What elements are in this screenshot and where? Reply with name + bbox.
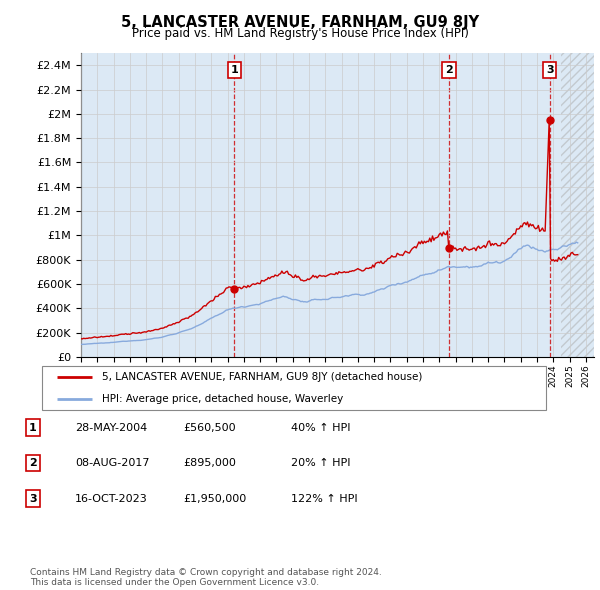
Text: 2: 2 [445,65,453,75]
Text: 5, LANCASTER AVENUE, FARNHAM, GU9 8JY: 5, LANCASTER AVENUE, FARNHAM, GU9 8JY [121,15,479,30]
Text: Contains HM Land Registry data © Crown copyright and database right 2024.
This d: Contains HM Land Registry data © Crown c… [30,568,382,587]
Text: Price paid vs. HM Land Registry's House Price Index (HPI): Price paid vs. HM Land Registry's House … [131,27,469,40]
Text: HPI: Average price, detached house, Waverley: HPI: Average price, detached house, Wave… [103,394,344,404]
Text: 40% ↑ HPI: 40% ↑ HPI [291,423,350,432]
Text: 28-MAY-2004: 28-MAY-2004 [75,423,147,432]
Text: £1,950,000: £1,950,000 [183,494,246,503]
Text: 16-OCT-2023: 16-OCT-2023 [75,494,148,503]
Text: 2: 2 [29,458,37,468]
Text: 5, LANCASTER AVENUE, FARNHAM, GU9 8JY (detached house): 5, LANCASTER AVENUE, FARNHAM, GU9 8JY (d… [103,372,423,382]
Text: 1: 1 [29,423,37,432]
FancyBboxPatch shape [42,366,546,410]
Text: 3: 3 [29,494,37,503]
Text: 20% ↑ HPI: 20% ↑ HPI [291,458,350,468]
Text: 3: 3 [546,65,554,75]
Bar [562,53,594,357]
Text: 122% ↑ HPI: 122% ↑ HPI [291,494,358,503]
Text: £895,000: £895,000 [183,458,236,468]
Text: 1: 1 [230,65,238,75]
Bar [562,53,594,357]
Text: 08-AUG-2017: 08-AUG-2017 [75,458,149,468]
Text: £560,500: £560,500 [183,423,236,432]
